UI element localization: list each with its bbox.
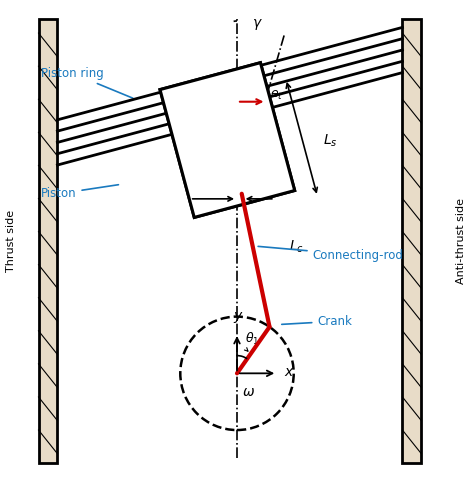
Text: Connecting-rod: Connecting-rod: [258, 246, 403, 262]
Text: Anti-thrust side: Anti-thrust side: [456, 198, 466, 284]
Text: $y$: $y$: [233, 309, 244, 325]
Polygon shape: [160, 63, 295, 217]
Text: Thrust side: Thrust side: [6, 210, 16, 272]
Text: $\omega$: $\omega$: [242, 385, 255, 399]
Text: $L_c$: $L_c$: [289, 239, 304, 255]
Text: $x$: $x$: [284, 365, 295, 379]
Text: $\gamma$: $\gamma$: [252, 16, 263, 32]
Text: $e_b$: $e_b$: [197, 184, 212, 197]
Polygon shape: [160, 63, 295, 217]
Text: $e_t$: $e_t$: [270, 89, 283, 102]
Text: $L_s$: $L_s$: [323, 133, 337, 149]
Polygon shape: [38, 19, 57, 463]
Text: Crank: Crank: [282, 315, 352, 328]
Polygon shape: [402, 19, 421, 463]
Text: Piston: Piston: [41, 185, 118, 200]
Text: $\theta_1$: $\theta_1$: [245, 331, 259, 348]
Text: Piston ring: Piston ring: [41, 67, 133, 98]
